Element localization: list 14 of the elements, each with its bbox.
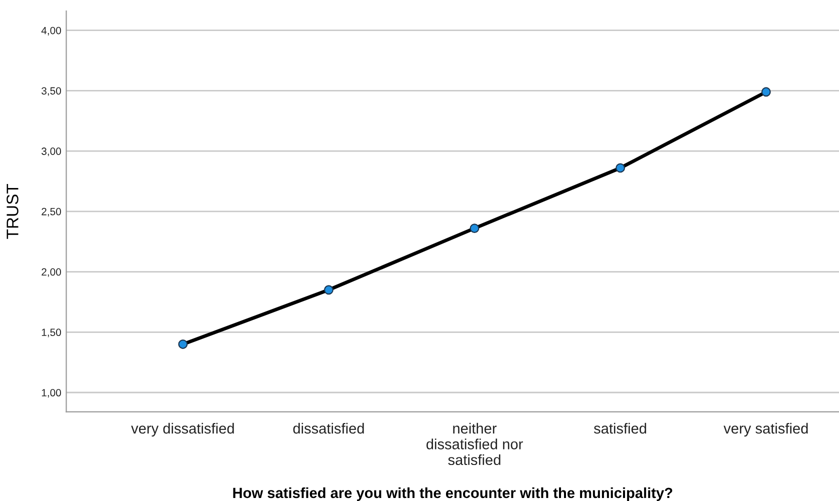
x-tick-label: very satisfied [724,422,808,437]
y-tick-label: 2,00 [42,268,62,277]
y-tick-label: 4,00 [41,26,62,36]
y-tick-label: 3,50 [42,87,62,96]
x-tick-label: dissatisfied [293,422,364,434]
y-tick-label: 1,00 [42,389,62,398]
x-axis-title: How satisfied are you with the encounter with the municipality? [233,487,672,501]
y-tick-label: 2,50 [42,208,62,217]
y-axis-title: TRUST [6,184,18,239]
x-tick-label: satisfied [594,422,646,434]
y-tick-label: 3,00 [42,148,62,156]
x-tick-label: neither dissatisfied nor satisfied [426,422,523,466]
x-tick-label: very dissatisfied [131,422,234,437]
y-tick-label: 1,50 [42,328,62,338]
